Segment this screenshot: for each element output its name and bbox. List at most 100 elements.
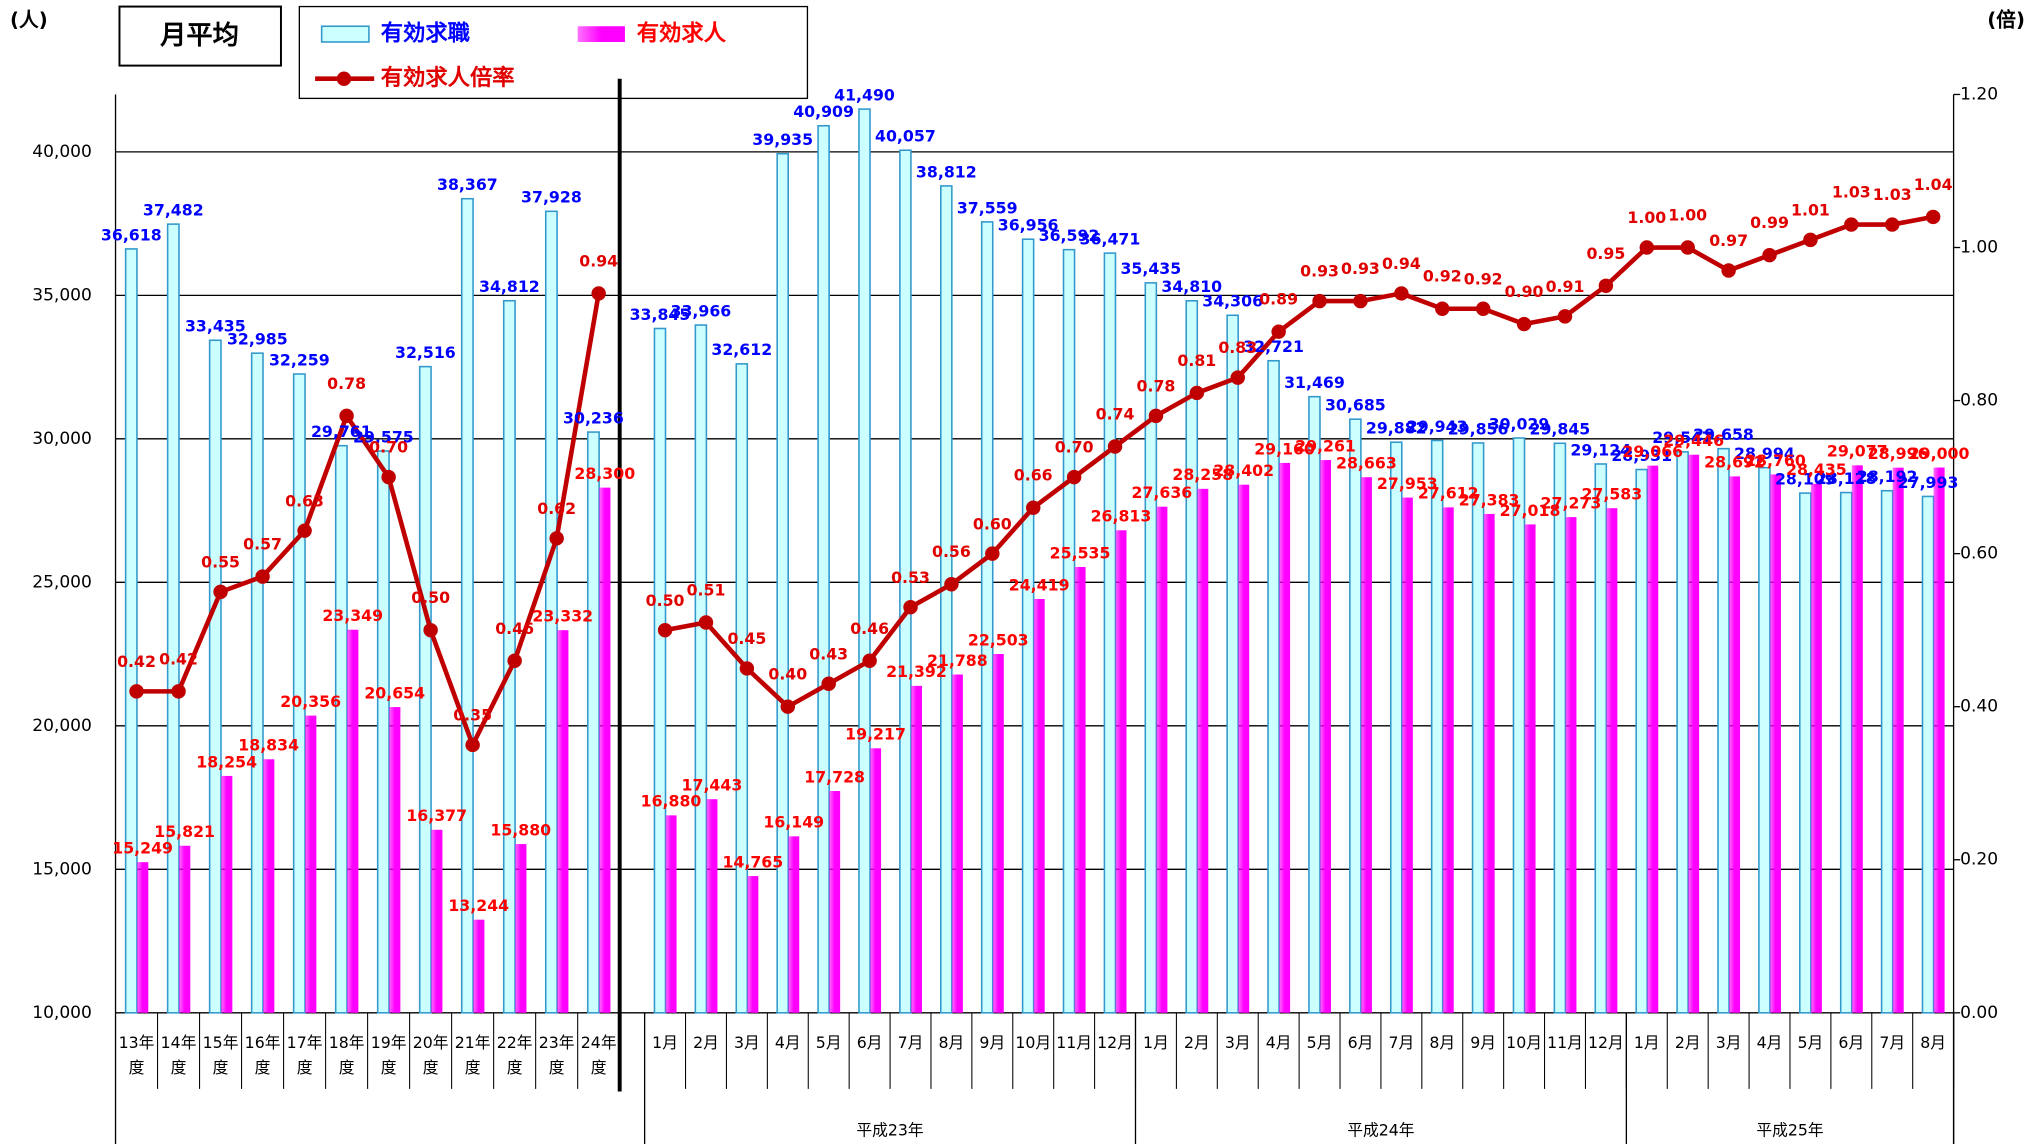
- bar: [1115, 530, 1127, 1013]
- line-point: [1230, 370, 1245, 385]
- value-label: 16,149: [763, 813, 824, 832]
- value-label: 0.74: [1096, 405, 1135, 424]
- y-tick-label: 40,000: [32, 142, 92, 162]
- bar: [1103, 252, 1117, 1014]
- value-label: 26,813: [1091, 507, 1152, 526]
- line-point: [381, 469, 396, 485]
- value-label: 0.62: [537, 499, 576, 518]
- x-tick-label-text: 16年度: [244, 1033, 281, 1078]
- bar: [788, 836, 800, 1013]
- value-label: 0.91: [1546, 277, 1585, 296]
- y2-tick-label: 1.00: [1960, 238, 1998, 258]
- bar: [220, 775, 233, 1013]
- y2-tick-label: 0.80: [1960, 391, 1998, 411]
- bar: [347, 629, 359, 1013]
- line-point: [780, 699, 796, 714]
- bar: [1688, 454, 1700, 1013]
- value-label: 29,446: [1663, 431, 1724, 450]
- bar: [747, 876, 759, 1013]
- bar: [515, 844, 527, 1013]
- x-tick-label-text: 12月: [1097, 1033, 1133, 1053]
- value-label: 0.63: [285, 491, 324, 510]
- value-label: 0.93: [1341, 259, 1380, 278]
- x-tick-label-text: 11月: [1547, 1033, 1583, 1053]
- value-label: 36,618: [101, 225, 162, 244]
- bar: [263, 759, 275, 1013]
- value-label: 0.42: [159, 649, 198, 668]
- bar: [136, 862, 149, 1013]
- bar: [1565, 517, 1577, 1013]
- bar: [817, 124, 830, 1014]
- y-tick-label: 20,000: [32, 716, 92, 736]
- bar: [1430, 439, 1444, 1014]
- bar: [1267, 359, 1280, 1014]
- line-point: [255, 569, 270, 584]
- line-point: [129, 684, 144, 699]
- bar: [1717, 447, 1730, 1014]
- x-tick-label-text: 21年度: [454, 1033, 491, 1078]
- line-point: [1885, 217, 1900, 232]
- value-label: 16,377: [406, 806, 467, 825]
- bar: [586, 431, 600, 1014]
- bar: [1074, 566, 1086, 1013]
- line-point: [739, 661, 755, 676]
- x-tick-label: 1月: [1143, 1034, 1169, 1052]
- value-label: 41,490: [834, 85, 895, 104]
- x-tick-label-text: 13年度: [118, 1033, 155, 1078]
- line-point: [944, 577, 959, 592]
- x-tick-label-text: 5月: [1306, 1033, 1333, 1053]
- bar: [1647, 465, 1659, 1013]
- line-point: [1026, 500, 1041, 515]
- value-label: 29,943: [1407, 417, 1468, 436]
- value-label: 38,367: [437, 175, 498, 194]
- y2-tick-label: 0.00: [1960, 1003, 1998, 1023]
- line-point: [1475, 301, 1491, 316]
- y-tick-label: 25,000: [32, 572, 92, 592]
- value-label: 34,812: [479, 277, 540, 296]
- value-label: 32,259: [269, 350, 330, 369]
- legend-label: 有効求職: [381, 20, 471, 47]
- bar: [1062, 248, 1076, 1014]
- x-tick-label: 24年度: [581, 1034, 617, 1077]
- value-label: 29,261: [1295, 436, 1356, 455]
- bar: [1553, 442, 1567, 1014]
- value-label: 0.94: [1382, 254, 1421, 273]
- value-label: 18,834: [238, 736, 299, 755]
- value-label: 30,685: [1325, 396, 1386, 415]
- line-point: [698, 615, 714, 630]
- bar: [1319, 460, 1332, 1013]
- line-point: [1353, 293, 1368, 309]
- x-tick-label-text: 10月: [1015, 1033, 1052, 1053]
- value-label: 28,258: [1172, 465, 1233, 484]
- x-tick-label-text: 9月: [1470, 1033, 1497, 1053]
- x-tick-label: 16年度: [244, 1033, 281, 1078]
- bar: [431, 829, 443, 1013]
- value-label: 15,880: [490, 820, 551, 839]
- x-tick-label: 22年度: [497, 1034, 533, 1077]
- x-tick-label: 3月: [1225, 1034, 1251, 1052]
- value-label: 29,882: [1366, 419, 1427, 438]
- x-tick-label-text: 8月: [1429, 1033, 1456, 1053]
- value-label: 0.35: [453, 706, 492, 725]
- bar: [858, 108, 871, 1014]
- x-tick-label-text: 6月: [1838, 1033, 1865, 1053]
- bar: [1308, 395, 1321, 1014]
- group-label: 平成25年: [1756, 1120, 1823, 1139]
- y-tick-label: 15,000: [32, 859, 92, 879]
- x-tick-label-text: 15年度: [202, 1033, 239, 1078]
- line-point: [1639, 240, 1655, 255]
- y-tick-label: 35,000: [32, 285, 92, 305]
- x-tick-label-text: 3月: [733, 1033, 760, 1053]
- bar: [1021, 238, 1035, 1014]
- bar: [1360, 477, 1372, 1013]
- value-label: 28,109: [1775, 469, 1836, 488]
- bar: [1921, 495, 1935, 1014]
- line-point: [213, 584, 228, 600]
- bar: [334, 444, 348, 1014]
- x-tick-label: 2月: [693, 1034, 719, 1052]
- y2-tick-label: 0.40: [1960, 697, 1998, 717]
- value-label: 0.81: [1177, 351, 1216, 370]
- value-label: 15,249: [112, 839, 173, 858]
- x-tick-label-text: 6月: [856, 1033, 883, 1053]
- x-tick-label: 3月: [1716, 1034, 1742, 1052]
